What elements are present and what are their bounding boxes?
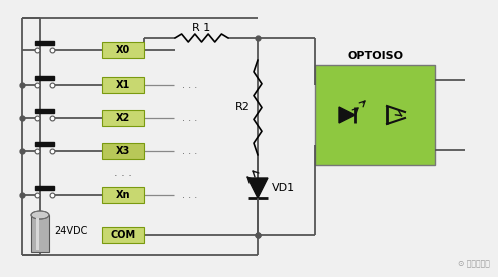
Text: 24VDC: 24VDC	[54, 226, 87, 236]
Bar	[102, 110, 144, 126]
Text: . . .: . . .	[182, 146, 197, 156]
Bar	[102, 227, 144, 243]
Text: X0: X0	[116, 45, 130, 55]
Polygon shape	[339, 107, 355, 123]
Text: X1: X1	[116, 80, 130, 90]
Bar	[102, 187, 144, 203]
Text: X2: X2	[116, 113, 130, 123]
Bar	[102, 77, 144, 93]
Text: VD1: VD1	[272, 183, 295, 193]
Bar	[35, 142, 54, 146]
Bar	[31, 215, 49, 252]
Text: COM: COM	[111, 230, 135, 240]
Text: X3: X3	[116, 146, 130, 156]
Bar	[36, 218, 39, 250]
Bar	[102, 42, 144, 58]
Text: . . .: . . .	[182, 113, 197, 123]
Text: R 1: R 1	[192, 23, 211, 33]
Bar	[35, 109, 54, 113]
Ellipse shape	[31, 211, 49, 219]
Text: ⊙ 电子技术控: ⊙ 电子技术控	[458, 259, 490, 268]
Bar	[315, 65, 435, 165]
Bar	[35, 76, 54, 80]
Text: . . .: . . .	[182, 190, 197, 200]
Bar	[35, 186, 54, 190]
Text: . . .: . . .	[182, 80, 197, 90]
Text: Xn: Xn	[116, 190, 130, 200]
Text: OPTOISO: OPTOISO	[347, 51, 403, 61]
Bar	[102, 143, 144, 159]
Text: R2: R2	[235, 102, 249, 112]
Polygon shape	[248, 178, 268, 198]
Bar	[35, 41, 54, 45]
Text: . . .: . . .	[114, 168, 132, 178]
